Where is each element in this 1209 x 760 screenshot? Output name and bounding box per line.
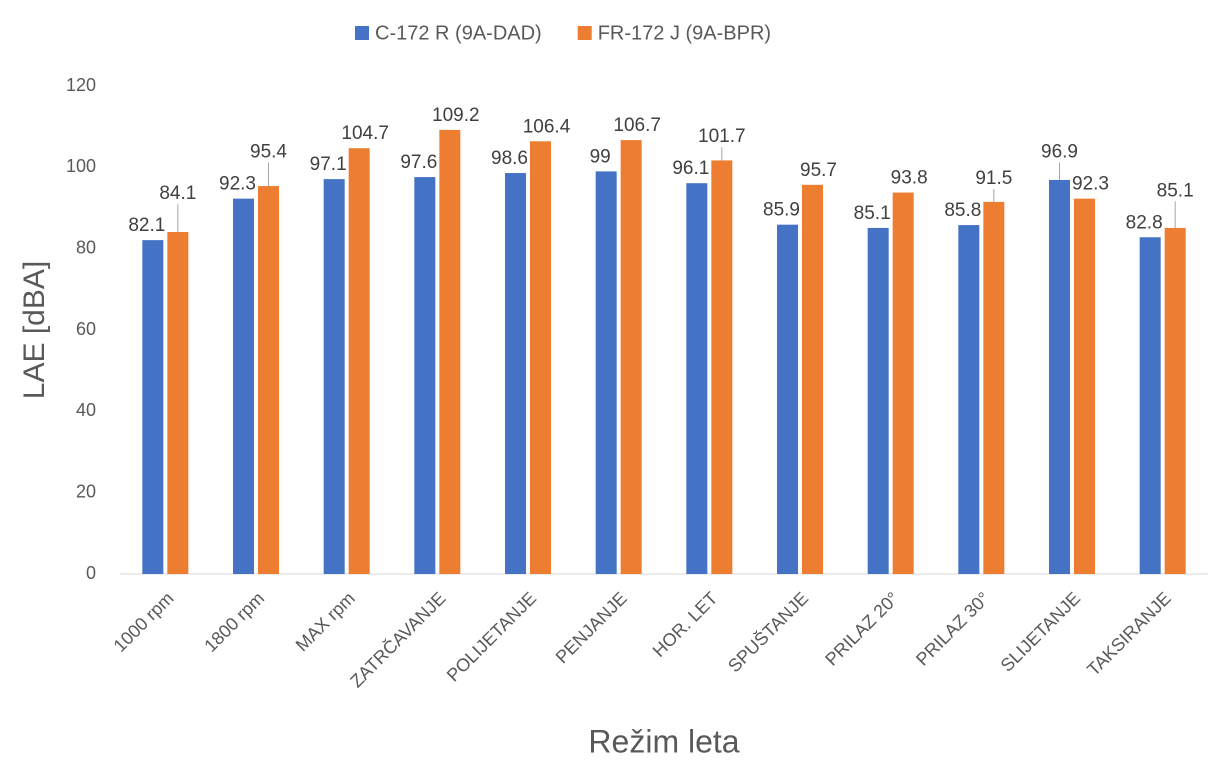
value-label: 92.3 [1072,174,1109,195]
bar [233,198,254,574]
value-label: 99 [590,146,611,167]
bar [1049,179,1070,574]
value-label: 101.7 [698,126,746,147]
value-label: 85.1 [854,203,891,224]
bar [348,148,370,574]
legend-swatch [355,26,369,40]
legend-label: C-172 R (9A-DAD) [375,22,542,44]
value-label: 98.6 [491,148,528,169]
y-tick-label: 40 [76,400,96,420]
x-tick-label: MAX rpm [292,588,359,655]
bar [958,225,980,574]
bar [867,227,889,574]
bar [711,160,733,575]
x-tick-label: PRILAZ 30° [912,588,993,669]
bar [142,240,164,575]
value-label: 97.6 [400,152,437,173]
x-tick-label: SLIJETANJE [997,588,1084,675]
y-axis-title: LAE [dBA] [18,261,51,399]
x-tick-label: POLIJETANJE [443,588,540,685]
value-label: 95.7 [800,160,837,181]
value-label: 106.4 [523,116,571,137]
x-tick-label: HOR. LET [649,588,722,661]
bar [892,192,914,574]
value-label: 95.4 [250,142,287,163]
bar [167,231,189,574]
value-label: 96.1 [672,158,709,179]
bar [1139,237,1161,574]
x-axis-title: Režim leta [588,723,739,759]
bar [323,179,345,575]
bar [439,129,461,575]
value-label: 91.5 [975,168,1012,189]
bar [686,183,708,574]
bar [1074,198,1095,574]
y-tick-label: 120 [66,75,96,95]
value-label: 92.3 [219,174,256,195]
legend-label: FR-172 J (9A-BPR) [598,22,771,44]
value-label: 82.8 [1126,212,1163,233]
legend-swatch [577,26,592,40]
x-tick-label: SPUŠTANJE [723,587,812,676]
x-tick-label: TAKSIRANJE [1083,588,1175,680]
x-tick-label: 1000 rpm [110,588,178,656]
value-label: 109.2 [432,105,480,126]
x-tick-label: PRILAZ 20° [821,588,902,669]
value-label: 93.8 [891,168,928,189]
value-label: 97.1 [310,154,347,175]
x-tick-label: 1800 rpm [200,588,268,656]
x-tick-label: PENJANJE [552,588,631,667]
value-label: 106.7 [613,115,661,136]
value-label: 82.1 [128,215,165,236]
bar [802,184,823,574]
y-tick-label: 0 [86,563,96,583]
bar [505,173,526,574]
x-tick-label: ZATRČAVANJE [346,587,450,691]
bar [258,186,279,575]
bar [414,177,436,575]
value-label: 84.1 [159,183,196,204]
bar [595,171,617,574]
value-label: 104.7 [341,123,389,144]
value-label: 96.9 [1041,142,1078,163]
y-tick-label: 20 [76,481,96,501]
bar [777,224,798,574]
y-tick-label: 100 [66,156,96,176]
bar [983,201,1005,574]
value-label: 85.8 [944,200,981,221]
bar [530,141,551,574]
value-label: 85.9 [763,200,800,221]
value-label: 85.1 [1157,180,1194,201]
bar [1164,227,1186,574]
y-tick-label: 80 [76,237,96,257]
y-tick-label: 60 [76,319,96,339]
bar [620,140,642,574]
